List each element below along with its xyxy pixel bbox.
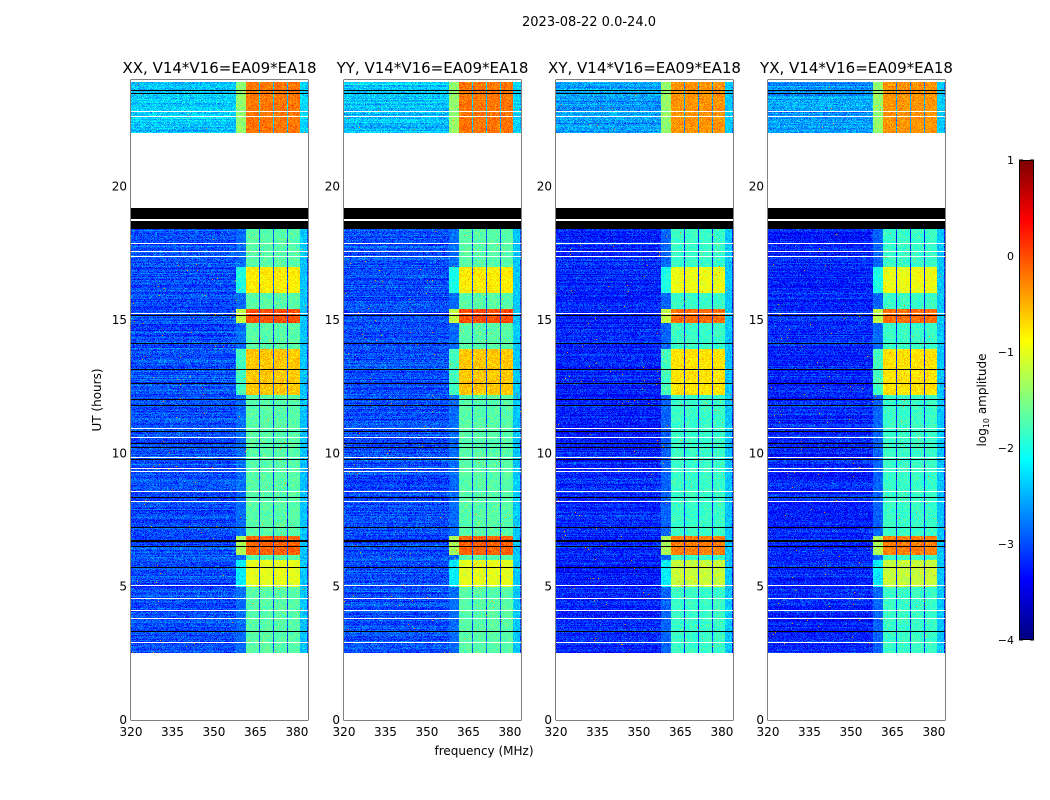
panel-2: XY, V14*V16=EA09*EA18 320 335 350 365 380 0 5 10… [537, 59, 741, 739]
heatmap-xy [556, 80, 733, 720]
x-tick-label: 365 [457, 725, 480, 739]
x-tick-label: 350 [203, 725, 226, 739]
x-tick-label: 365 [669, 725, 692, 739]
y-tick-label: 20 [112, 180, 127, 194]
y-tick-label: 10 [112, 446, 127, 460]
y-tick-label: 5 [544, 580, 552, 594]
colorbar-label-rest: amplitude [975, 354, 989, 418]
heatmap-xx [131, 80, 308, 720]
y-tick-label: 0 [332, 713, 340, 727]
panel-title: XY, V14*V16=EA09*EA18 [548, 59, 741, 77]
colorbar-tick-label: 0 [1007, 250, 1014, 263]
x-tick-label: 320 [757, 725, 780, 739]
figure-title: 2023-08-22 0.0-24.0 [522, 15, 656, 30]
colorbar-tick-label: 1 [1007, 154, 1014, 167]
y-tick-label: 10 [749, 446, 764, 460]
heatmap-yx [768, 80, 945, 720]
colorbar-tick-label: −3 [998, 538, 1014, 551]
y-tick-label: 15 [112, 313, 127, 327]
x-axis-label: frequency (MHz) [434, 744, 533, 758]
y-tick-label: 5 [756, 580, 764, 594]
y-tick-label: 20 [749, 180, 764, 194]
x-tick-label: 350 [840, 725, 863, 739]
y-tick-label: 15 [537, 313, 552, 327]
colorbar-tick-label: −2 [998, 442, 1014, 455]
y-tick-label: 10 [537, 446, 552, 460]
colorbar-label-sub: 10 [982, 418, 991, 428]
colorbar [1019, 160, 1034, 640]
y-tick-label: 0 [756, 713, 764, 727]
x-tick-label: 365 [881, 725, 904, 739]
colorbar-tick-label: −4 [998, 634, 1014, 647]
colorbar-label: log10 amplitude [975, 354, 991, 447]
x-tick-label: 320 [333, 725, 356, 739]
x-tick-label: 320 [545, 725, 568, 739]
x-tick-label: 380 [922, 725, 945, 739]
x-tick-label: 380 [285, 725, 308, 739]
x-tick-label: 380 [710, 725, 733, 739]
panel-title: YY, V14*V16=EA09*EA18 [336, 59, 529, 77]
x-tick-label: 335 [798, 725, 821, 739]
panel-title: YX, V14*V16=EA09*EA18 [759, 59, 953, 77]
y-tick-label: 5 [332, 580, 340, 594]
x-tick-label: 335 [161, 725, 184, 739]
y-tick-label: 20 [325, 180, 340, 194]
x-tick-label: 335 [374, 725, 397, 739]
heatmap-yy [344, 80, 521, 720]
panel-title: XX, V14*V16=EA09*EA18 [122, 59, 316, 77]
x-tick-label: 380 [498, 725, 521, 739]
panel-0: XX, V14*V16=EA09*EA18 320 335 350 365 380 0 5 10… [112, 59, 317, 739]
y-tick-label: 0 [544, 713, 552, 727]
colorbar-label-main: log [975, 428, 989, 446]
y-axis-label: UT (hours) [90, 368, 104, 431]
x-tick-label: 350 [416, 725, 439, 739]
y-tick-label: 15 [749, 313, 764, 327]
x-tick-label: 320 [120, 725, 143, 739]
colorbar-tick-label: −1 [998, 346, 1014, 359]
y-tick-label: 10 [325, 446, 340, 460]
y-tick-label: 20 [537, 180, 552, 194]
y-tick-label: 0 [119, 713, 127, 727]
y-tick-label: 15 [325, 313, 340, 327]
y-tick-label: 5 [119, 580, 127, 594]
x-tick-label: 365 [244, 725, 267, 739]
x-tick-label: 335 [586, 725, 609, 739]
x-tick-label: 350 [628, 725, 651, 739]
